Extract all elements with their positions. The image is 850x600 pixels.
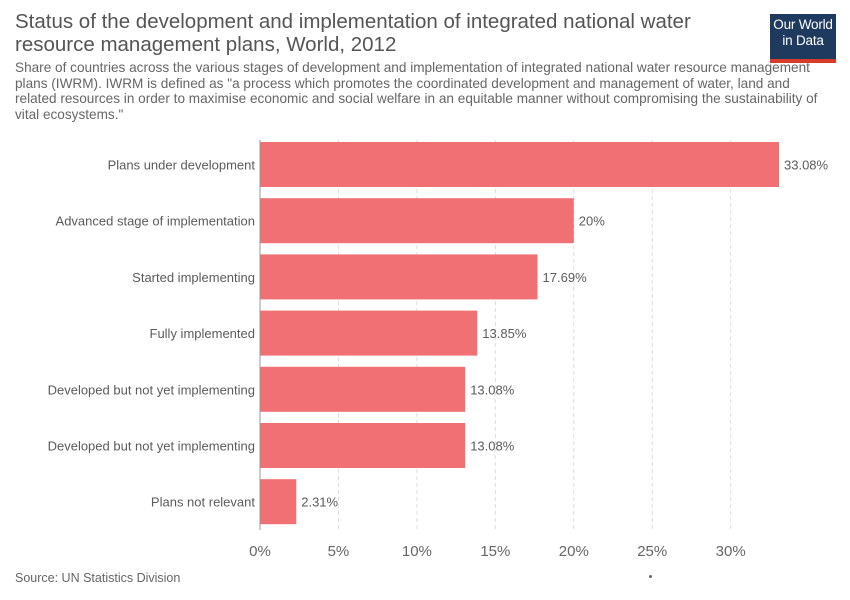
bar bbox=[260, 198, 574, 244]
category-label: Developed but not yet implementing bbox=[48, 439, 255, 454]
category-label: Plans not relevant bbox=[151, 495, 255, 510]
category-label: Developed but not yet implementing bbox=[48, 382, 255, 397]
x-tick-label: 30% bbox=[716, 543, 746, 560]
value-label: 13.08% bbox=[470, 382, 515, 397]
source-note[interactable]: Source: UN Statistics Division bbox=[15, 571, 181, 585]
bar bbox=[260, 423, 466, 468]
x-tick-label: 5% bbox=[328, 543, 350, 560]
x-tick-label: 20% bbox=[559, 543, 589, 560]
bar bbox=[260, 142, 779, 187]
bar bbox=[260, 479, 297, 525]
x-tick-label: 25% bbox=[637, 543, 667, 560]
bar bbox=[260, 254, 538, 300]
value-label: 17.69% bbox=[543, 270, 588, 285]
x-tick-label: 15% bbox=[480, 543, 510, 560]
category-label: Fully implemented bbox=[150, 326, 256, 341]
value-label: 13.85% bbox=[482, 326, 527, 341]
x-tick-label: 0% bbox=[249, 543, 271, 560]
category-label: Plans under development bbox=[108, 158, 256, 173]
logo-line-1: Our World bbox=[773, 17, 833, 32]
x-tick-label: 10% bbox=[402, 543, 432, 560]
our-world-in-data-logo[interactable]: Our World in Data bbox=[770, 14, 836, 63]
decorative-dot bbox=[649, 575, 652, 578]
chart-subtitle: Share of countries across the various st… bbox=[15, 60, 818, 122]
value-label: 13.08% bbox=[470, 439, 515, 454]
category-label: Advanced stage of implementation bbox=[56, 214, 255, 229]
chart-title: Status of the development and implementa… bbox=[15, 10, 691, 56]
bar bbox=[260, 310, 478, 356]
logo-line-2: in Data bbox=[782, 32, 824, 48]
category-label: Started implementing bbox=[132, 270, 255, 285]
value-label: 20% bbox=[579, 214, 605, 229]
value-label: 33.08% bbox=[784, 158, 829, 173]
bar bbox=[260, 366, 466, 412]
value-label: 2.31% bbox=[301, 495, 338, 510]
